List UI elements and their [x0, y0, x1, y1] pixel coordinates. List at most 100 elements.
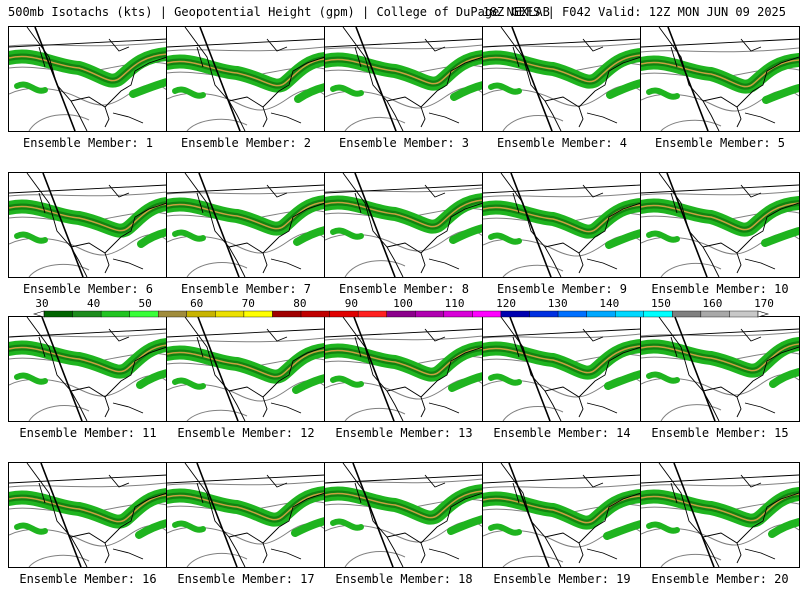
- jet-atlantic: [761, 227, 799, 247]
- dark-contour: [353, 317, 395, 421]
- dark-contour: [197, 317, 239, 421]
- jet-core: [9, 344, 167, 373]
- coastline: [354, 46, 362, 68]
- coastline: [70, 56, 167, 108]
- ensemble-member-label: Ensemble Member: 9: [496, 282, 628, 296]
- jet-atlantic: [606, 79, 641, 99]
- coastline: [500, 173, 562, 277]
- height-contour: [483, 192, 641, 198]
- coastline: [740, 184, 762, 198]
- coastline: [702, 346, 799, 398]
- colorbar-tick-label: 50: [138, 297, 151, 310]
- map-plot: [483, 27, 641, 131]
- colorbar-tick-label: 120: [496, 297, 516, 310]
- height-contour: [167, 189, 325, 195]
- coastline: [104, 252, 110, 274]
- coastline: [228, 346, 325, 398]
- map-plot: [483, 463, 641, 567]
- ensemble-member-label: Ensemble Member: 12: [177, 426, 315, 440]
- coastline: [736, 396, 742, 418]
- colorbar-segment: [472, 310, 502, 318]
- height-contour: [660, 553, 722, 567]
- ensemble-member-label: Ensemble Member: 17: [177, 572, 315, 586]
- colorbar-segment: [100, 310, 130, 318]
- map-plot: [325, 317, 483, 421]
- map-plot: [641, 463, 799, 567]
- colorbar-tick-label: 130: [548, 297, 568, 310]
- coastline: [702, 202, 799, 254]
- height-contour: [660, 404, 722, 421]
- coastline: [420, 252, 426, 274]
- coastline: [428, 112, 460, 124]
- coastline: [262, 106, 268, 128]
- coastline: [658, 173, 720, 277]
- coastline: [483, 38, 641, 48]
- coastline: [670, 192, 678, 214]
- coastline: [670, 336, 678, 358]
- coastline: [266, 474, 288, 488]
- ensemble-member-label: Ensemble Member: 3: [338, 136, 470, 150]
- height-contour: [483, 483, 641, 489]
- map-plot: [9, 27, 167, 131]
- height-contour: [483, 42, 641, 48]
- height-contour: [28, 263, 90, 277]
- jet-core: [483, 54, 641, 83]
- ensemble-panel: [324, 26, 484, 132]
- ensemble-panel: [166, 462, 326, 568]
- coastline: [424, 38, 446, 52]
- coastline: [184, 317, 246, 421]
- colorbar-segment: [43, 310, 73, 318]
- coastline: [582, 184, 604, 198]
- coastline: [641, 328, 799, 338]
- coastline: [70, 202, 167, 254]
- coastline: [428, 548, 460, 560]
- jet-atlantic: [605, 229, 641, 249]
- colorbar-tick-label: 170: [754, 297, 774, 310]
- coastline: [325, 184, 483, 194]
- coastline: [167, 184, 325, 194]
- ensemble-member-label: Ensemble Member: 11: [19, 426, 157, 440]
- colorbar-arrow-right: [757, 310, 770, 318]
- height-contour: [502, 264, 564, 277]
- map-plot: [483, 317, 641, 421]
- ensemble-panel: [166, 316, 326, 422]
- coastline: [428, 402, 460, 414]
- height-contour: [186, 553, 248, 567]
- ensemble-panel: [8, 462, 168, 568]
- coastline: [167, 474, 325, 484]
- colorbar-segment: [700, 310, 730, 318]
- height-contour: [344, 551, 406, 567]
- coastline: [658, 463, 720, 567]
- map-plot: [325, 27, 483, 131]
- coastline: [736, 252, 742, 274]
- coastline: [354, 192, 362, 214]
- colorbar-tick-label: 80: [293, 297, 306, 310]
- jet-core: [641, 343, 799, 372]
- height-contour: [186, 262, 248, 277]
- coastline: [196, 482, 204, 504]
- ensemble-member-label: Ensemble Member: 20: [651, 572, 789, 586]
- coastline: [736, 106, 742, 128]
- coastline: [512, 46, 520, 68]
- dark-contour: [355, 27, 397, 131]
- dark-contour: [508, 463, 550, 567]
- coastline: [270, 402, 302, 414]
- height-contour: [660, 119, 722, 131]
- ensemble-panel: [640, 316, 800, 422]
- height-contour: [344, 260, 406, 277]
- coastline: [483, 184, 641, 194]
- height-contour: [167, 46, 325, 52]
- map-plot: [9, 317, 167, 421]
- coastline: [544, 202, 641, 254]
- coastline: [262, 542, 268, 564]
- height-contour: [502, 555, 564, 567]
- jet-atlantic: [291, 517, 325, 537]
- jet-secondary: [488, 232, 522, 245]
- jet-secondary: [330, 84, 364, 97]
- jet-core: [167, 492, 325, 521]
- ensemble-panel: [8, 26, 168, 132]
- colorbar-tick-label: 140: [599, 297, 619, 310]
- jet-core: [167, 201, 325, 230]
- coastline: [108, 184, 130, 198]
- ensemble-panel: [482, 462, 642, 568]
